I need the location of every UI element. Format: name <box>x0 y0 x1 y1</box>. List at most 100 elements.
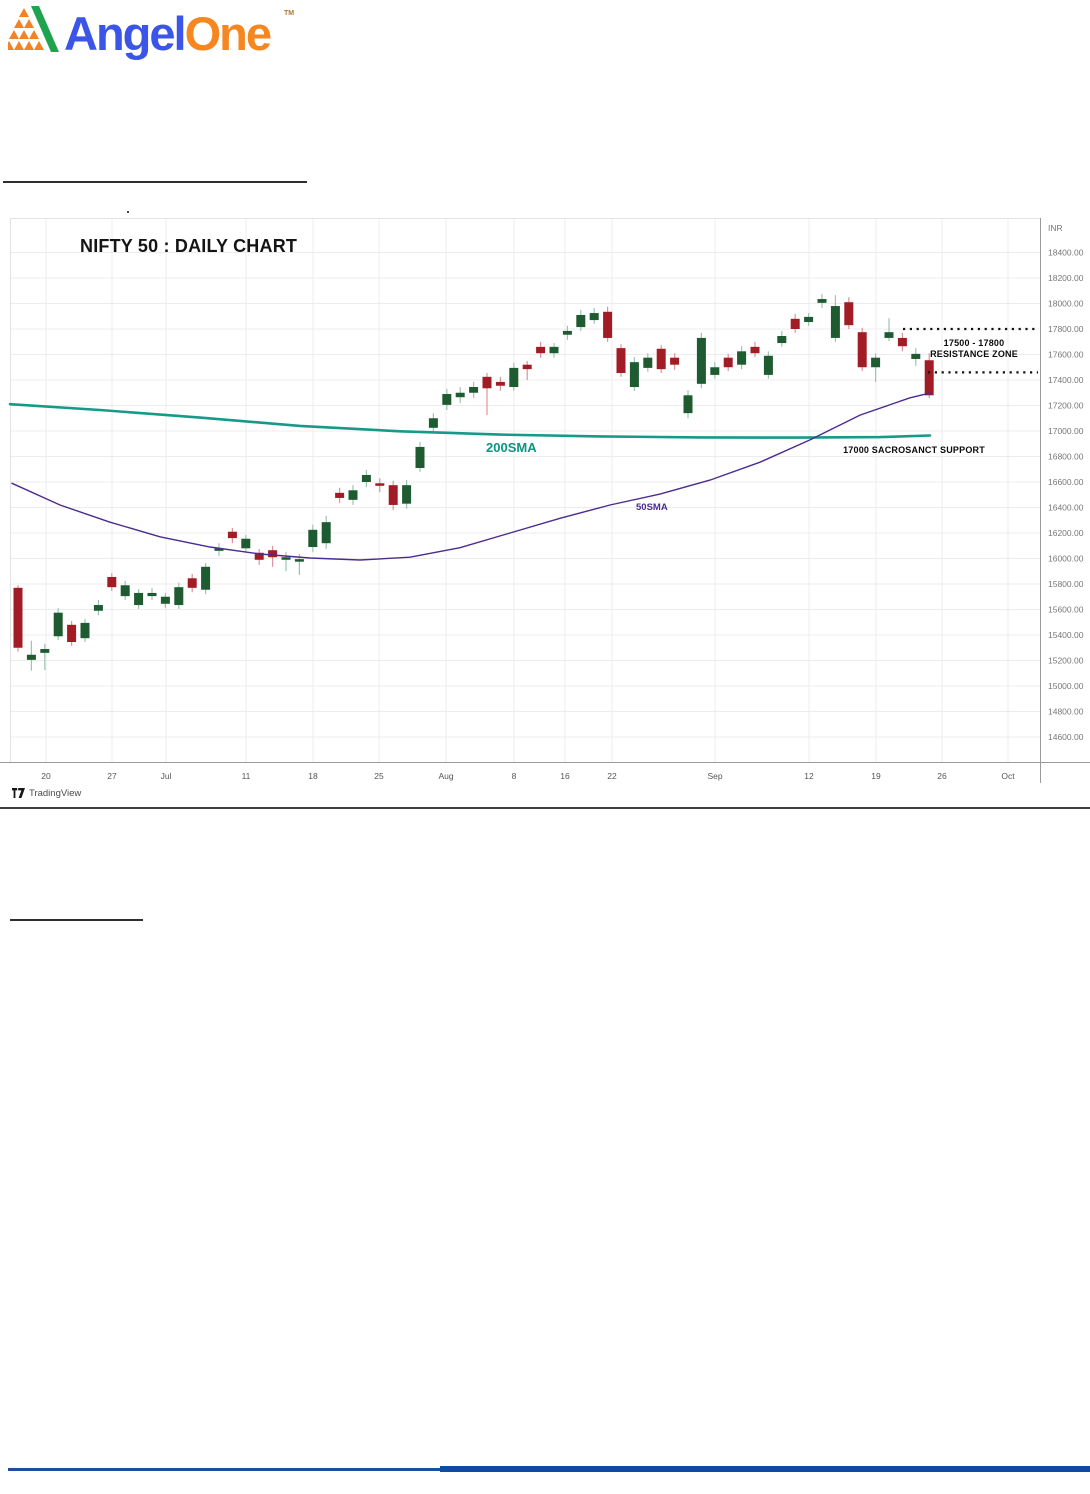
resistance-zone-caption: RESISTANCE ZONE <box>930 349 1018 359</box>
svg-text:19: 19 <box>871 771 881 781</box>
candle-up <box>710 362 720 379</box>
svg-text:16400.00: 16400.00 <box>1048 503 1084 513</box>
svg-text:18400.00: 18400.00 <box>1048 248 1084 258</box>
candle-down <box>897 332 907 352</box>
svg-text:16200.00: 16200.00 <box>1048 528 1084 538</box>
candle-up <box>93 599 103 616</box>
candle-up <box>415 441 425 472</box>
svg-text:16: 16 <box>560 771 570 781</box>
candle-up <box>911 348 921 366</box>
chart-title: NIFTY 50 : DAILY CHART <box>80 236 298 256</box>
svg-text:17800.00: 17800.00 <box>1048 324 1084 334</box>
logo-word-angel: Angel <box>64 7 187 60</box>
svg-text:17000.00: 17000.00 <box>1048 426 1084 436</box>
tradingview-attribution: TradingView <box>12 786 81 800</box>
svg-text:17600.00: 17600.00 <box>1048 350 1084 360</box>
candle-up <box>134 589 144 609</box>
angelone-logo-text: AngelOne <box>64 4 272 64</box>
candle-up <box>576 309 586 331</box>
svg-text:16000.00: 16000.00 <box>1048 554 1084 564</box>
svg-text:15200.00: 15200.00 <box>1048 656 1084 666</box>
nifty-daily-chart-panel: INR 18400.00 18200.00 18000.00 17800.00 17600… <box>0 218 1090 808</box>
svg-text:12: 12 <box>804 771 814 781</box>
svg-text:11: 11 <box>242 771 251 781</box>
stray-dot <box>127 211 129 213</box>
svg-text:26: 26 <box>937 771 947 781</box>
svg-text:Aug: Aug <box>438 771 453 781</box>
sma50-label: 50SMA <box>636 502 668 513</box>
candle-down <box>857 327 867 372</box>
candle-down <box>670 353 680 370</box>
candle-up <box>509 362 519 391</box>
chart-bottom-border <box>0 807 1090 809</box>
candle-up <box>174 582 184 609</box>
footer-accent-line-right <box>440 1466 1090 1472</box>
candle-down <box>482 372 492 416</box>
svg-text:20: 20 <box>41 771 51 781</box>
candle-up <box>80 619 90 643</box>
candle-up <box>884 318 894 342</box>
support-annotation: 17000 SACROSANCT SUPPORT <box>843 445 985 455</box>
sma200-label: 200SMA <box>486 440 537 455</box>
svg-text:16600.00: 16600.00 <box>1048 477 1084 487</box>
candle-up <box>871 353 881 382</box>
candle-down <box>750 341 760 358</box>
candle-up <box>683 390 693 419</box>
candle-up <box>160 592 170 609</box>
svg-text:17400.00: 17400.00 <box>1048 375 1084 385</box>
candle-down <box>254 548 264 565</box>
svg-text:INR: INR <box>1048 223 1063 233</box>
candle-up <box>40 643 50 671</box>
svg-text:Oct: Oct <box>1001 771 1015 781</box>
svg-text:Jul: Jul <box>161 771 172 781</box>
candle-up <box>201 562 211 595</box>
gridlines <box>10 218 1040 762</box>
candles <box>13 293 934 671</box>
candle-up <box>830 295 840 342</box>
resistance-zone-range: 17500 - 17800 <box>943 338 1005 348</box>
angelone-logo: AngelOne TM <box>8 4 308 66</box>
candle-down <box>268 545 278 567</box>
candle-up <box>214 543 224 556</box>
candle-up <box>428 413 438 433</box>
candle-down <box>723 353 733 372</box>
svg-text:17200.00: 17200.00 <box>1048 401 1084 411</box>
svg-text:14800.00: 14800.00 <box>1048 707 1084 717</box>
candle-up <box>455 387 465 403</box>
candle-down <box>616 344 626 377</box>
candle-down <box>790 313 800 333</box>
svg-text:Sep: Sep <box>707 771 722 781</box>
candle-up <box>281 552 291 572</box>
candle-down <box>187 573 197 593</box>
svg-text:18: 18 <box>308 771 318 781</box>
price-axis-labels: INR 18400.00 18200.00 18000.00 17800.00 17600… <box>1048 223 1084 742</box>
candle-down <box>335 487 345 504</box>
tradingview-text: TradingView <box>29 787 82 799</box>
section-underline-top <box>3 181 307 183</box>
candle-up <box>629 357 639 391</box>
logo-word-one: One <box>184 7 272 60</box>
candle-up <box>321 515 331 549</box>
candle-up <box>120 580 130 600</box>
sma50-line <box>11 392 932 561</box>
tradingview-icon <box>12 788 25 798</box>
section-underline-bottom <box>10 919 143 921</box>
candle-up <box>804 313 814 326</box>
candle-down <box>522 360 532 380</box>
candle-down <box>603 306 613 342</box>
candle-down <box>924 353 934 398</box>
candle-up <box>763 351 773 379</box>
candle-down <box>536 341 546 358</box>
svg-text:16800.00: 16800.00 <box>1048 452 1084 462</box>
candle-down <box>227 527 237 544</box>
candle-up <box>308 524 318 553</box>
candlestick-chart: INR 18400.00 18200.00 18000.00 17800.00 17600… <box>0 218 1090 783</box>
svg-text:18000.00: 18000.00 <box>1048 299 1084 309</box>
svg-text:15000.00: 15000.00 <box>1048 681 1084 691</box>
candle-down <box>844 297 854 329</box>
svg-text:15400.00: 15400.00 <box>1048 630 1084 640</box>
svg-text:15600.00: 15600.00 <box>1048 605 1084 615</box>
candle-up <box>643 353 653 372</box>
candle-up <box>777 330 787 347</box>
sma200-line <box>8 402 932 439</box>
